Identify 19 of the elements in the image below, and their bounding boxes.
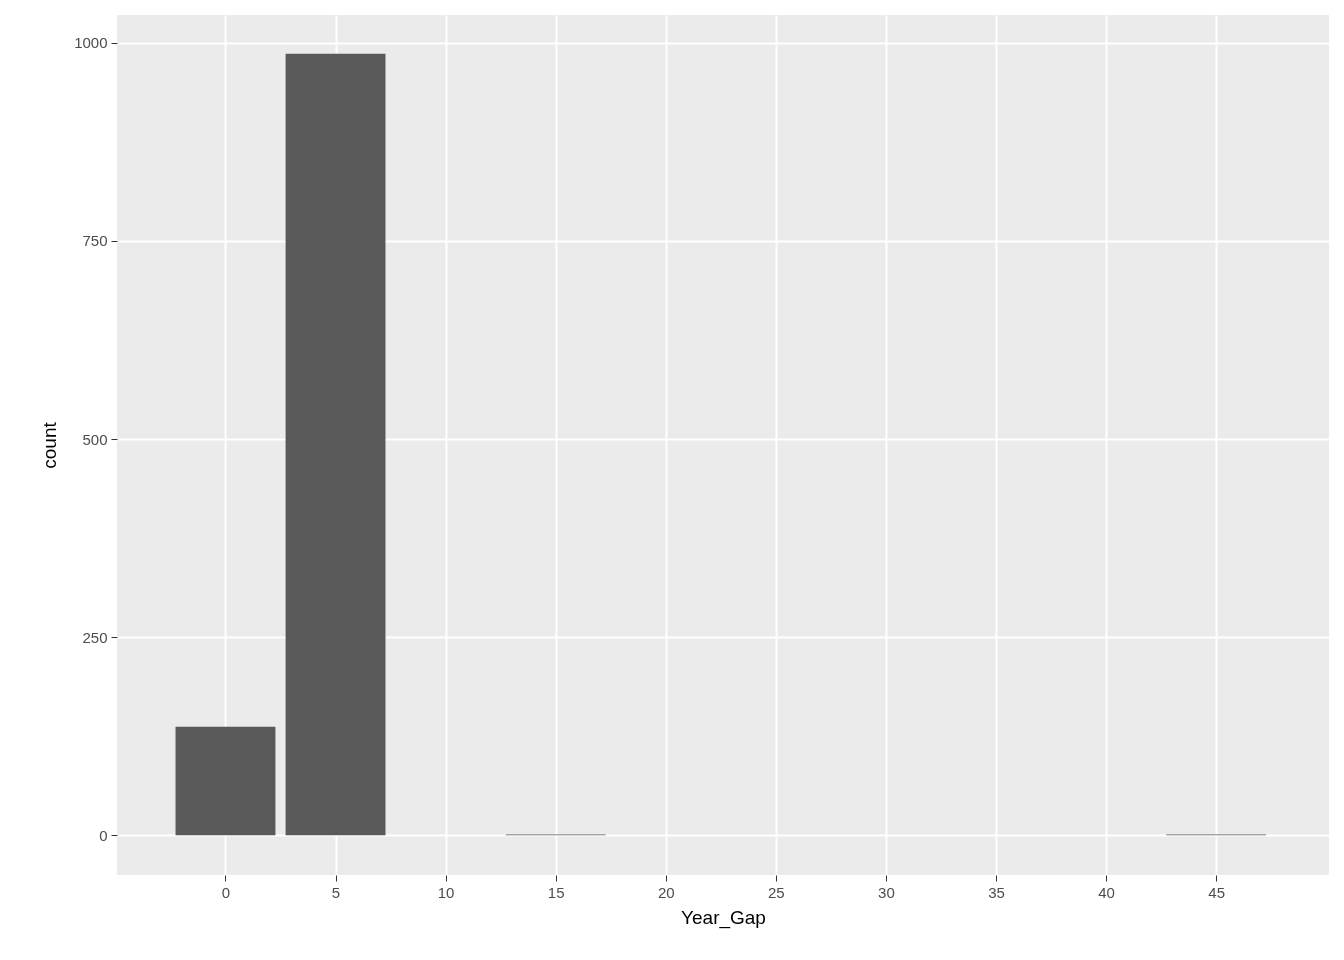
y-tick-label: 500 <box>82 430 108 448</box>
y-tick-label: 0 <box>99 826 108 844</box>
x-tick-label: 40 <box>1098 883 1115 901</box>
x-tick-label: 20 <box>657 883 675 901</box>
y-tick-label: 250 <box>82 628 108 646</box>
x-tick-label: 15 <box>547 883 565 901</box>
x-tick-label: 10 <box>437 883 455 901</box>
x-tick-label: 5 <box>331 883 341 901</box>
bar <box>175 726 276 836</box>
x-tick-label: 45 <box>1208 883 1225 901</box>
y-axis-title: count <box>39 421 61 469</box>
x-axis-title: Year_Gap <box>681 906 766 929</box>
y-tick-label: 750 <box>82 232 108 250</box>
x-tick-label: 35 <box>988 883 1005 901</box>
bar <box>285 53 386 836</box>
x-tick-label: 30 <box>878 883 895 901</box>
x-tick-label: 25 <box>767 883 785 901</box>
x-tick-label: 0 <box>221 883 231 901</box>
y-tick-label: 1000 <box>74 34 108 52</box>
